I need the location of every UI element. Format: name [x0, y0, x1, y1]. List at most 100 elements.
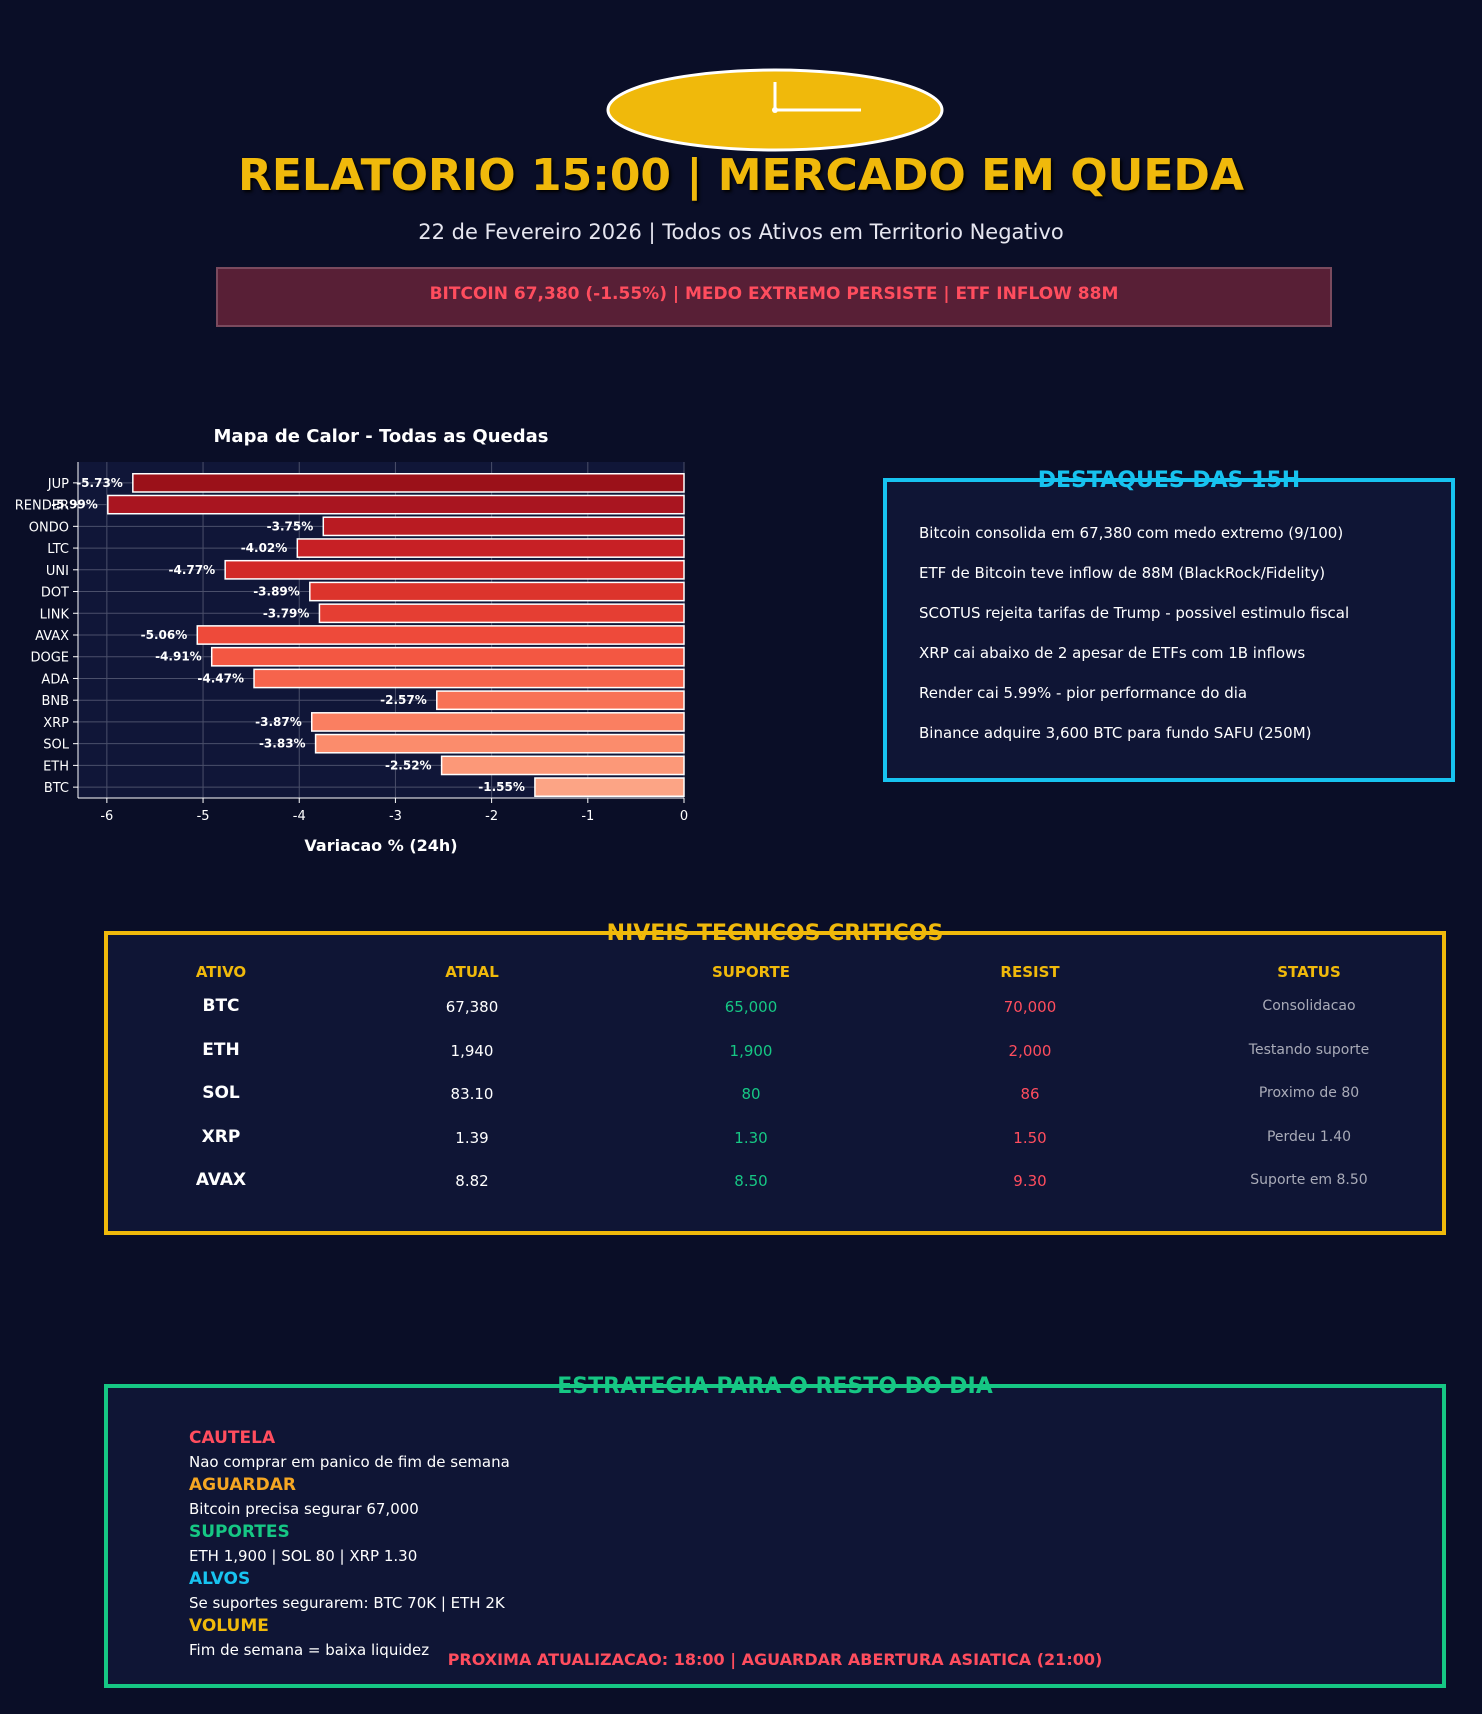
y-tick-label: JUP	[47, 477, 69, 492]
data-label: -3.89%	[253, 585, 300, 599]
column-header-ativo: ATIVO	[195, 963, 247, 981]
bar-sol	[314, 733, 685, 754]
data-label: -4.02%	[241, 541, 288, 555]
y-tick-label: XRP	[43, 716, 69, 731]
data-label: -2.57%	[380, 693, 427, 707]
column-header-atual: ATUAL	[445, 963, 499, 981]
highlight-item: Binance adquire 3,600 BTC para fundo SAF…	[919, 724, 1312, 742]
cell-suporte: 1,900	[729, 1041, 773, 1060]
bar-link	[318, 603, 685, 624]
technical-levels-title: NIVEIS TECNICOS CRITICOS	[606, 921, 944, 946]
y-tick-label: ETH	[43, 759, 69, 774]
data-label: -1.55%	[478, 780, 525, 794]
cell-resist: 2,000	[1008, 1041, 1052, 1060]
strategy-text: Nao comprar em panico de fim de semana	[189, 1453, 510, 1471]
strategy-heading: CAUTELA	[189, 1428, 276, 1448]
data-label: -4.47%	[197, 671, 244, 685]
technical-levels-panel: NIVEIS TECNICOS CRITICOS ATIVO ATUAL SUP…	[104, 921, 1446, 1235]
column-header-suporte: SUPORTE	[711, 963, 791, 981]
bar-avax	[196, 625, 685, 645]
data-label: -3.87%	[255, 715, 302, 729]
cell-suporte: 1.30	[734, 1128, 768, 1147]
y-tick-label: DOGE	[30, 651, 69, 666]
highlight-item: Bitcoin consolida em 67,380 com medo ext…	[919, 524, 1344, 542]
data-label: -5.99%	[51, 498, 98, 512]
x-tick-label: -6	[100, 809, 113, 824]
page-subtitle: 22 de Fevereiro 2026 | Todos os Ativos e…	[418, 220, 1064, 244]
x-tick-label: -1	[581, 809, 594, 824]
highlight-item: XRP cai abaixo de 2 apesar de ETFs com 1…	[919, 644, 1306, 662]
cell-resist: 86	[1020, 1085, 1040, 1103]
highlights-panel: DESTAQUES DAS 15H Bitcoin consolida em 6…	[883, 468, 1455, 782]
bar-doge	[210, 646, 685, 667]
x-tick-label: -3	[389, 809, 402, 824]
y-tick-label: LINK	[40, 607, 70, 622]
cell-status: Proximo de 80	[1258, 1085, 1360, 1101]
data-label: -5.73%	[76, 476, 123, 490]
bar-jup	[132, 472, 685, 493]
bar-ltc	[296, 538, 685, 558]
cell-atual: 1,940	[450, 1041, 494, 1060]
y-tick-label: RENDER	[15, 499, 69, 514]
cell-status: Consolidacao	[1262, 998, 1356, 1014]
x-tick-label: -4	[293, 809, 306, 824]
bar-eth	[440, 755, 685, 776]
heatmap-bar-chart: -6 -5 -4 -3 -2 -1 0 JUP -5.73% RENDER-5.99% ONDO -3…	[15, 426, 688, 855]
bar-xrp	[310, 712, 685, 732]
cell-resist: 70,000	[1003, 998, 1057, 1016]
cell-atual: 67,380	[445, 998, 499, 1016]
y-tick-label: ADA	[41, 672, 69, 687]
y-tick-label: AVAX	[35, 629, 69, 644]
highlight-item: Render cai 5.99% - pior performance do d…	[919, 684, 1248, 702]
chart-title: Mapa de Calor - Todas as Quedas	[214, 426, 549, 447]
cell-suporte: 65,000	[724, 998, 778, 1016]
cell-status: Perdeu 1.40	[1266, 1128, 1352, 1145]
highlight-item: SCOTUS rejeita tarifas de Trump - possiv…	[919, 604, 1350, 622]
strategy-text: ETH 1,900 | SOL 80 | XRP 1.30	[189, 1547, 418, 1565]
cell-ativo: AVAX	[195, 1170, 247, 1190]
x-tick-label: -5	[197, 809, 210, 824]
bar-render	[107, 494, 685, 515]
cell-ativo: XRP	[201, 1126, 241, 1147]
cell-suporte: 80	[741, 1085, 761, 1103]
bar-dot	[309, 581, 685, 602]
y-tick-label: SOL	[43, 738, 69, 753]
clock-icon	[606, 68, 944, 152]
y-tick-label: LTC	[47, 542, 69, 557]
highlights-title: DESTAQUES DAS 15H	[1037, 468, 1301, 493]
cell-atual: 83.10	[450, 1085, 494, 1103]
strategy-title: ESTRATEGIA PARA O RESTO DO DIA	[557, 1374, 993, 1399]
y-tick-label: ONDO	[29, 520, 69, 535]
cell-atual: 1.39	[455, 1128, 489, 1147]
cell-ativo: BTC	[202, 996, 240, 1016]
strategy-heading: VOLUME	[189, 1616, 269, 1636]
cell-atual: 8.82	[455, 1172, 489, 1190]
cell-resist: 9.30	[1013, 1172, 1047, 1190]
strategy-text: Fim de semana = baixa liquidez	[189, 1641, 430, 1659]
data-label: -3.79%	[263, 606, 310, 620]
column-header-status: STATUS	[1277, 963, 1341, 981]
strategy-heading: ALVOS	[189, 1569, 251, 1589]
cell-suporte: 8.50	[734, 1172, 768, 1190]
strategy-text: Se suportes segurarem: BTC 70K | ETH 2K	[189, 1594, 505, 1612]
bar-bnb	[436, 690, 685, 711]
x-tick-label: 0	[680, 809, 688, 824]
data-label: -2.52%	[385, 758, 432, 772]
y-tick-label: BNB	[41, 694, 69, 709]
x-axis-label: Variacao % (24h)	[304, 836, 457, 855]
x-tick-label: -2	[485, 809, 498, 824]
cell-status: Suporte em 8.50	[1250, 1172, 1368, 1188]
page-title: RELATORIO 15:00 | MERCADO EM QUEDA	[237, 150, 1244, 201]
data-label: -3.83%	[259, 737, 306, 751]
data-label: -4.77%	[169, 563, 216, 577]
cell-ativo: SOL	[202, 1083, 240, 1103]
bar-uni	[224, 559, 685, 580]
next-update-note: PROXIMA ATUALIZACAO: 18:00 | AGUARDAR AB…	[447, 1650, 1103, 1669]
column-header-resist: RESIST	[1000, 963, 1060, 981]
bar-btc	[534, 777, 685, 798]
bar-ondo	[322, 516, 685, 537]
y-tick-label: DOT	[41, 586, 69, 601]
cell-resist: 1.50	[1013, 1128, 1047, 1147]
alert-banner: BITCOIN 67,380 (-1.55%) | MEDO EXTREMO P…	[216, 267, 1332, 327]
strategy-panel: ESTRATEGIA PARA O RESTO DO DIA CAUTELA N…	[104, 1374, 1446, 1688]
